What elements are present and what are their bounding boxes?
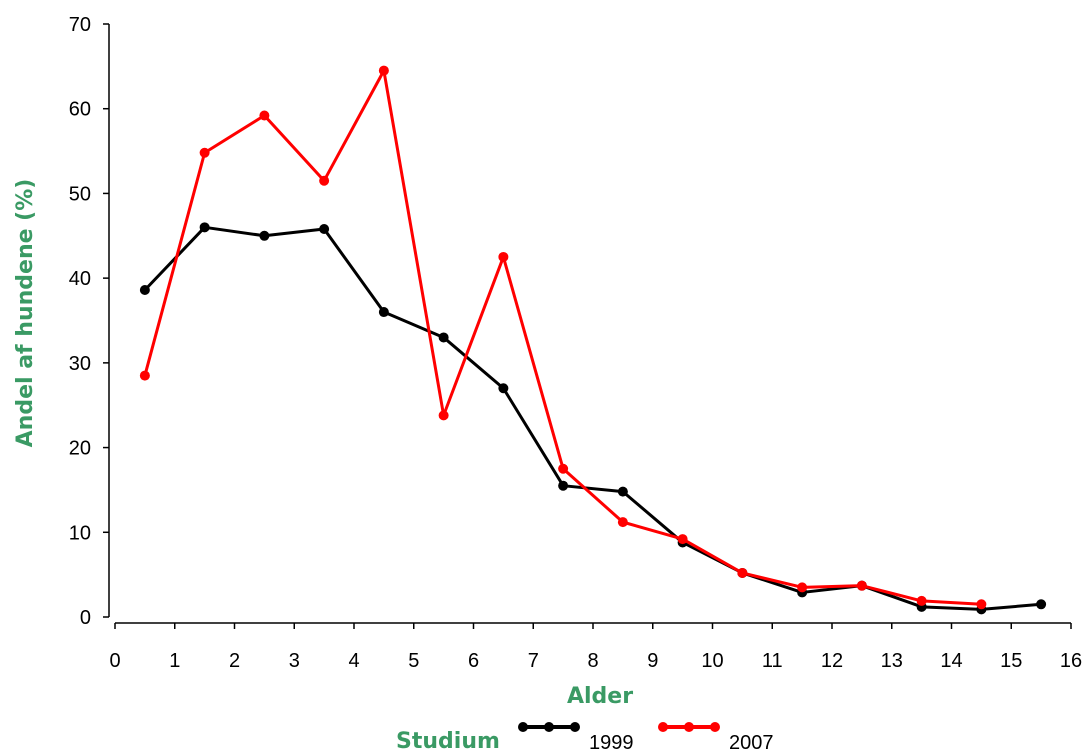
data-point-2007 [438, 410, 449, 421]
y-tick-label: 70 [69, 14, 91, 36]
y-tick-label: 10 [69, 522, 91, 544]
data-point-2007 [199, 147, 210, 158]
y-tick-label: 40 [69, 268, 91, 290]
x-tick-label: 8 [587, 650, 598, 672]
x-ticks: 0 1 2 3 4 5 6 7 8 9 10 11 12 13 14 15 16 [109, 623, 1082, 672]
data-point-1999 [378, 307, 389, 318]
y-tick-label: 20 [69, 438, 91, 460]
data-point-1999 [199, 222, 210, 233]
data-point-1999 [259, 230, 270, 241]
data-point-1999 [558, 480, 569, 491]
data-point-2007 [976, 599, 987, 610]
data-point-2007 [677, 534, 688, 545]
series-line-1999 [143, 225, 1042, 611]
y-tick-label: 0 [80, 607, 91, 629]
legend-label-2007: 2007 [729, 732, 774, 753]
legend: Studium 1999 2007 [396, 722, 774, 753]
data-point-2007 [378, 65, 389, 76]
data-point-2007 [319, 175, 330, 186]
data-point-1999 [498, 383, 509, 394]
data-point-2007 [498, 251, 509, 262]
x-tick-label: 15 [1000, 650, 1022, 672]
x-tick-label: 7 [528, 650, 539, 672]
data-point-2007 [617, 517, 628, 528]
x-tick-label: 3 [289, 650, 300, 672]
legend-marker-2007 [658, 722, 668, 732]
series-layer [139, 65, 1047, 615]
legend-marker-1999 [544, 722, 554, 732]
x-tick-label: 0 [109, 650, 120, 672]
data-point-1999 [617, 486, 628, 497]
legend-marker-1999 [518, 722, 528, 732]
data-point-1999 [139, 285, 150, 296]
x-tick-label: 10 [701, 650, 723, 672]
data-point-2007 [856, 580, 867, 591]
x-tick-label: 11 [762, 650, 783, 672]
y-tick-label: 50 [69, 183, 91, 205]
legend-title: Studium [396, 729, 500, 753]
y-tick-label: 60 [69, 99, 91, 121]
data-point-1999 [319, 224, 330, 235]
data-point-2007 [259, 110, 270, 121]
data-point-2007 [737, 567, 748, 578]
legend-marker-2007 [684, 722, 694, 732]
data-point-2007 [916, 595, 927, 606]
data-point-2007 [558, 463, 569, 474]
x-tick-label: 13 [881, 650, 903, 672]
x-tick-label: 16 [1060, 650, 1082, 672]
legend-marker-1999 [570, 722, 580, 732]
legend-marker-2007 [710, 722, 720, 732]
x-tick-label: 12 [821, 650, 843, 672]
legend-items: 1999 2007 [518, 722, 774, 753]
x-tick-label: 6 [468, 650, 479, 672]
data-point-1999 [438, 332, 449, 343]
x-axis-title: Alder [567, 684, 633, 709]
data-point-2007 [797, 582, 808, 593]
legend-label-1999: 1999 [589, 732, 634, 753]
x-tick-label: 4 [348, 650, 359, 672]
x-tick-label: 5 [408, 650, 419, 672]
y-tick-label: 30 [69, 353, 91, 375]
y-axis-title: Andel af hundene (%) [13, 179, 38, 448]
y-ticks: 0 10 20 30 40 50 60 70 [69, 14, 109, 629]
x-tick-label: 1 [169, 650, 180, 672]
x-tick-label: 2 [229, 650, 240, 672]
data-point-1999 [1036, 599, 1047, 610]
axes [108, 24, 1071, 624]
data-point-2007 [139, 370, 150, 381]
x-tick-label: 14 [940, 650, 962, 672]
series-line-2007 [143, 69, 982, 606]
x-tick-label: 9 [647, 650, 658, 672]
